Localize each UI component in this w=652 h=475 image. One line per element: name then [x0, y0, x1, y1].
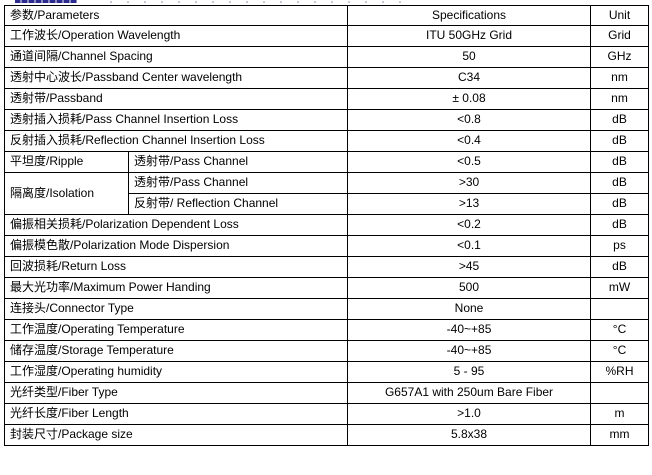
table-row: 最大光功率/Maximum Power Handing 500 mW — [3, 277, 650, 299]
unit-cell: dB — [590, 172, 650, 194]
spec-cell: <0.8 — [347, 109, 592, 131]
table-row: 隔离度/Isolation 透射带/Pass Channel >30 dB — [4, 172, 650, 215]
table-body: 工作波长/Operation Wavelength ITU 50GHz Grid G… — [3, 25, 650, 446]
param-cell: 连接头/Connector Type — [3, 298, 349, 320]
table-row: 透射中心波长/Passband Center wavelength C34 nm — [3, 67, 650, 89]
unit-cell: ps — [590, 235, 650, 257]
unit-cell: Grid — [590, 25, 650, 47]
param-cell: 最大光功率/Maximum Power Handing — [3, 277, 349, 299]
header-row: 参数/Parameters Specifications Unit — [3, 5, 650, 26]
cropped-heading-fragment — [15, 0, 435, 3]
table-row: 偏振相关损耗/Polarization Dependent Loss <0.2 dB — [3, 214, 650, 236]
table-row: 透射带/Passband ± 0.08 nm — [3, 88, 650, 110]
param-cell: 回波损耗/Return Loss — [3, 256, 349, 278]
unit-cell: °C — [590, 340, 650, 362]
sub-param-cell: 透射带/Pass Channel — [127, 151, 349, 173]
spec-cell: >30 — [347, 172, 592, 194]
table-row: 光纤长度/Fiber Length >1.0 m — [3, 403, 650, 425]
spec-table: 参数/Parameters Specifications Unit 工作波长/O… — [3, 5, 650, 446]
unit-cell: dB — [590, 256, 650, 278]
param-cell: 封装尺寸/Package size — [3, 424, 349, 446]
table-row: 回波损耗/Return Loss >45 dB — [3, 256, 650, 278]
table-row: 平坦度/Ripple 透射带/Pass Channel <0.5 dB — [4, 151, 650, 173]
unit-cell: mm — [590, 424, 650, 446]
param-cell: 储存温度/Storage Temperature — [3, 340, 349, 362]
table-row: 封装尺寸/Package size 5.8x38 mm — [3, 424, 650, 446]
param-cell: 工作波长/Operation Wavelength — [3, 25, 349, 47]
table-row: 工作温度/Operating Temperature -40~+85 °C — [3, 319, 650, 341]
table-row: 连接头/Connector Type None — [3, 298, 650, 320]
header-unit: Unit — [590, 5, 650, 26]
spec-cell: 5 - 95 — [347, 361, 592, 383]
spec-cell: G657A1 with 250um Bare Fiber — [347, 382, 592, 404]
param-cell: 工作湿度/Operating humidity — [3, 361, 349, 383]
header-specifications: Specifications — [347, 5, 592, 26]
unit-cell: dB — [590, 193, 650, 215]
table-row: 偏振模色散/Polarization Mode Dispersion <0.1 ps — [3, 235, 650, 257]
sub-param-cell: 反射带/ Reflection Channel — [127, 193, 349, 215]
table-header: 参数/Parameters Specifications Unit — [3, 5, 650, 26]
param-cell: 透射中心波长/Passband Center wavelength — [3, 67, 349, 89]
unit-cell: dB — [590, 151, 650, 173]
spec-cell: C34 — [347, 67, 592, 89]
param-cell: 透射带/Passband — [3, 88, 349, 110]
spec-cell: ITU 50GHz Grid — [347, 25, 592, 47]
param-cell: 偏振模色散/Polarization Mode Dispersion — [3, 235, 349, 257]
spec-cell: <0.1 — [347, 235, 592, 257]
heading-underline-fragment — [15, 0, 77, 3]
unit-cell: nm — [590, 88, 650, 110]
unit-cell: m — [590, 403, 650, 425]
param-cell: 反射插入损耗/Reflection Channel Insertion Loss — [3, 130, 349, 152]
unit-cell: °C — [590, 319, 650, 341]
table-row: 储存温度/Storage Temperature -40~+85 °C — [3, 340, 650, 362]
unit-cell: GHz — [590, 46, 650, 68]
table-row: 光纤类型/Fiber Type G657A1 with 250um Bare Fi… — [3, 382, 650, 404]
unit-cell: dB — [590, 214, 650, 236]
param-cell: 通道间隔/Channel Spacing — [3, 46, 349, 68]
table-row: 工作波长/Operation Wavelength ITU 50GHz Grid G… — [3, 25, 650, 47]
spec-cell: -40~+85 — [347, 319, 592, 341]
param-cell: 偏振相关损耗/Polarization Dependent Loss — [3, 214, 349, 236]
spec-cell: <0.5 — [347, 151, 592, 173]
unit-cell: dB — [590, 109, 650, 131]
table-row: 反射插入损耗/Reflection Channel Insertion Loss… — [3, 130, 650, 152]
unit-cell: nm — [590, 67, 650, 89]
param-cell: 工作温度/Operating Temperature — [3, 319, 349, 341]
param-cell: 平坦度/Ripple — [4, 151, 129, 173]
unit-cell: %RH — [590, 361, 650, 383]
spec-cell: 50 — [347, 46, 592, 68]
spec-cell: 500 — [347, 277, 592, 299]
unit-cell — [590, 298, 650, 320]
spec-cell: >1.0 — [347, 403, 592, 425]
spec-cell: >45 — [347, 256, 592, 278]
param-cell: 光纤长度/Fiber Length — [3, 403, 349, 425]
spec-cell: 5.8x38 — [347, 424, 592, 446]
spec-cell: <0.4 — [347, 130, 592, 152]
table-row: 通道间隔/Channel Spacing 50 GHz — [3, 46, 650, 68]
unit-cell: dB — [590, 130, 650, 152]
param-cell: 隔离度/Isolation — [4, 172, 129, 215]
spec-cell: <0.2 — [347, 214, 592, 236]
unit-cell: mW — [590, 277, 650, 299]
param-cell: 透射插入损耗/Pass Channel Insertion Loss — [3, 109, 349, 131]
spec-cell: None — [347, 298, 592, 320]
spec-cell: -40~+85 — [347, 340, 592, 362]
header-parameters: 参数/Parameters — [3, 5, 349, 26]
sub-param-cell: 透射带/Pass Channel — [127, 172, 349, 194]
table-row: 工作湿度/Operating humidity 5 - 95 %RH — [3, 361, 650, 383]
heading-text-specks — [110, 1, 410, 3]
spec-cell: >13 — [347, 193, 592, 215]
param-cell: 光纤类型/Fiber Type — [3, 382, 349, 404]
spec-cell: ± 0.08 — [347, 88, 592, 110]
unit-cell — [590, 382, 650, 404]
table-row: 透射插入损耗/Pass Channel Insertion Loss <0.8 dB — [3, 109, 650, 131]
